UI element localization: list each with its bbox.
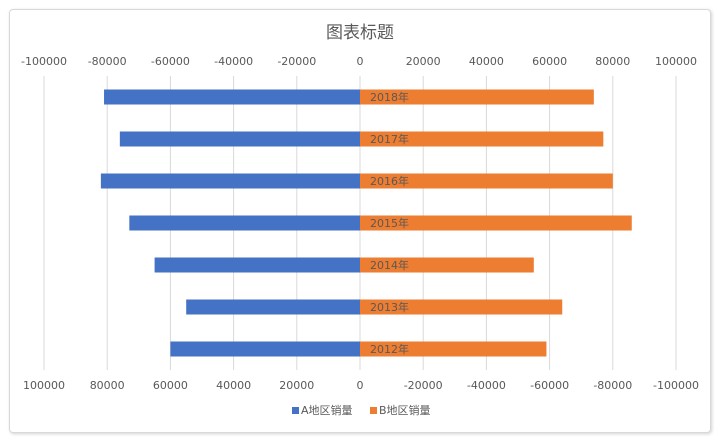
bar-b — [360, 257, 534, 273]
legend-label: A地区销量 — [301, 403, 353, 417]
legend: A地区销量 B地区销量 — [292, 403, 431, 417]
bar-b — [360, 215, 632, 231]
bar-a — [100, 173, 360, 189]
category-label: 2014年 — [370, 258, 409, 272]
category-labels: 2012年 2013年 2014年 2015年 2016年 2017年 2018年 — [370, 90, 409, 356]
bar-b — [360, 131, 604, 147]
top-tick-label: -40000 — [214, 55, 253, 68]
bar-b — [360, 89, 594, 105]
bar-a — [186, 299, 360, 315]
legend-swatch — [370, 407, 377, 414]
bottom-tick-label: 20000 — [279, 379, 314, 392]
bar-a — [170, 341, 360, 357]
bottom-tick-label: -40000 — [467, 379, 506, 392]
bar-a — [104, 89, 360, 105]
bottom-axis-ticks: 100000 80000 60000 40000 20000 0 -20000 -40000 -… — [23, 379, 699, 392]
top-axis-ticks: -100000 -80000 -60000 -40000 -20000 0 20000 400… — [21, 55, 697, 68]
category-label: 2016年 — [370, 174, 409, 188]
category-label: 2015年 — [370, 216, 409, 230]
chart-title: 图表标题 — [326, 23, 394, 43]
bar-b — [360, 173, 613, 189]
top-tick-label: 60000 — [532, 55, 567, 68]
top-tick-label: -100000 — [21, 55, 67, 68]
bottom-tick-label: 80000 — [90, 379, 125, 392]
category-label: 2012年 — [370, 342, 409, 356]
bar-a — [154, 257, 360, 273]
top-tick-label: 80000 — [595, 55, 630, 68]
top-tick-label: -80000 — [88, 55, 127, 68]
legend-label: B地区销量 — [379, 403, 431, 417]
bottom-tick-label: -100000 — [653, 379, 699, 392]
bar-a — [129, 215, 360, 231]
bar-b — [360, 299, 563, 315]
category-label: 2018年 — [370, 90, 409, 104]
bar-a — [119, 131, 360, 147]
bars — [100, 89, 632, 357]
top-tick-label: -60000 — [151, 55, 190, 68]
category-label: 2013年 — [370, 300, 409, 314]
bottom-tick-label: -20000 — [404, 379, 443, 392]
top-tick-label: 40000 — [469, 55, 504, 68]
bottom-tick-label: -80000 — [593, 379, 632, 392]
top-tick-label: 100000 — [655, 55, 697, 68]
top-tick-label: 0 — [357, 55, 364, 68]
bottom-tick-label: 40000 — [216, 379, 251, 392]
category-label: 2017年 — [370, 132, 409, 146]
bottom-tick-label: 0 — [357, 379, 364, 392]
bottom-tick-label: 100000 — [23, 379, 65, 392]
top-tick-label: -20000 — [277, 55, 316, 68]
bottom-tick-label: -60000 — [530, 379, 569, 392]
top-tick-label: 20000 — [406, 55, 441, 68]
bar-b — [360, 341, 547, 357]
bottom-tick-label: 60000 — [153, 379, 188, 392]
legend-swatch — [292, 407, 299, 414]
